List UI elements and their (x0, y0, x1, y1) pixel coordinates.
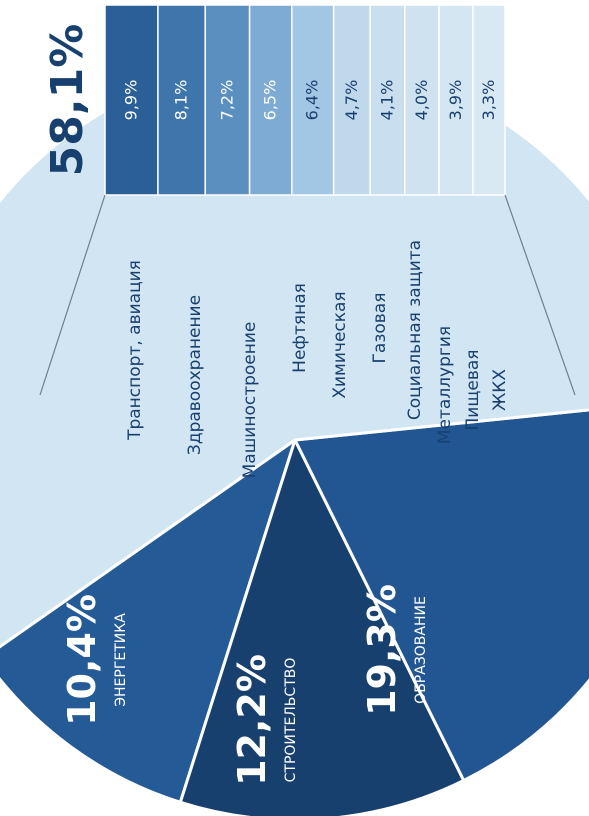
slice-category-label-0: ЭНЕРГЕТИКА (113, 613, 129, 707)
pie-slice-2 (292, 408, 589, 783)
breakdown-category-label-8: Пищевая (463, 350, 483, 431)
pie-slice-0 (0, 436, 298, 805)
breakdown-value-label-8: 3,9% (446, 80, 465, 121)
breakdown-category-label-1: Здравоохранение (185, 295, 205, 455)
breakdown-total-label: 58,1% (42, 24, 93, 177)
breakdown-bar-7 (403, 4, 440, 196)
slice-value-label-1: 12,2% (230, 654, 274, 786)
breakdown-category-label-4: Химическая (330, 291, 350, 398)
breakdown-bar-2 (204, 4, 251, 196)
connector-line-right (504, 194, 576, 396)
slice-category-label-2: ОБРАЗОВАНИЕ (413, 596, 429, 704)
pie-slice-1 (178, 436, 466, 816)
breakdown-category-label-7: Металлургия (435, 326, 455, 444)
breakdown-bar-9 (472, 4, 506, 196)
connector-line-left (39, 194, 106, 396)
slice-value-label-0: 10,4% (60, 594, 104, 726)
breakdown-category-label-6: Социальная защита (405, 240, 425, 420)
pie-group (0, 58, 589, 816)
breakdown-bar-5 (332, 4, 371, 196)
breakdown-category-label-9: ЖКХ (490, 369, 510, 411)
slice-label-group-1: 12,2% СТРОИТЕЛЬСТВО (230, 654, 299, 786)
breakdown-value-label-2: 7,2% (217, 80, 236, 121)
breakdown-bar-1 (157, 4, 206, 196)
breakdown-value-label-5: 4,7% (342, 80, 361, 121)
breakdown-bar-6 (369, 4, 406, 196)
breakdown-value-label-3: 6,5% (261, 80, 280, 121)
slice-category-label-1: СТРОИТЕЛЬСТВО (283, 658, 299, 783)
breakdown-value-label-6: 4,1% (377, 80, 396, 121)
breakdown-category-label-0: Транспорт, авиация (125, 260, 145, 441)
breakdown-value-label-1: 8,1% (172, 80, 191, 121)
breakdown-bar-4 (291, 4, 335, 196)
breakdown-category-label-3: Нефтяная (290, 283, 310, 373)
breakdown-value-label-7: 4,0% (412, 80, 431, 121)
breakdown-value-label-9: 3,3% (479, 80, 498, 121)
slice-label-group-0: 10,4% ЭНЕРГЕТИКА (60, 594, 129, 726)
breakdown-category-label-2: Машиностроение (240, 322, 260, 479)
breakdown-value-label-4: 6,4% (303, 80, 322, 121)
breakdown-category-label-5: Газовая (370, 293, 390, 364)
slice-value-label-2: 19,3% (360, 584, 404, 716)
slice-label-group-2: 19,3% ОБРАЗОВАНИЕ (360, 584, 429, 716)
breakdown-value-label-0: 9,9% (121, 80, 140, 121)
